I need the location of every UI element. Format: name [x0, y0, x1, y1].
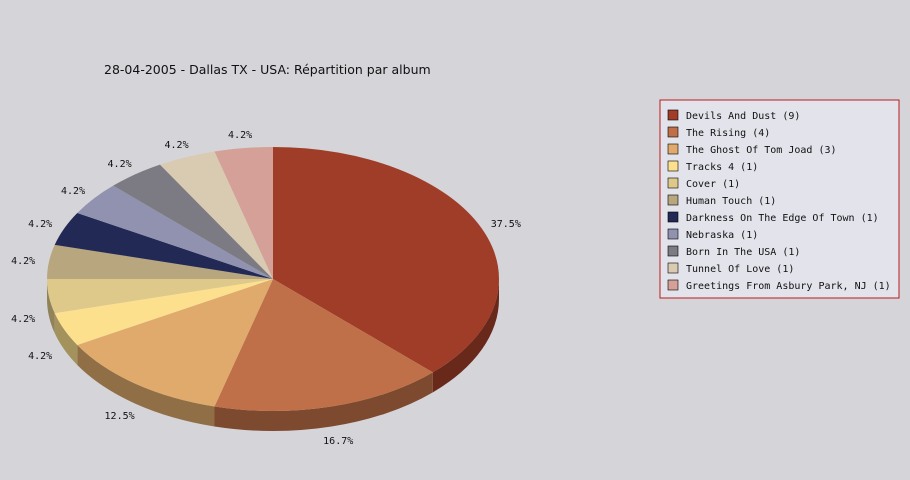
percent-label-the-ghost-of-tom-joad: 12.5%: [105, 411, 135, 422]
legend-label-human-touch: Human Touch (1): [686, 196, 776, 207]
slice-side-tracks-4: [54, 313, 78, 365]
legend-label-the-ghost-of-tom-joad: The Ghost Of Tom Joad (3): [686, 145, 837, 156]
legend-label-devils-and-dust: Devils And Dust (9): [686, 111, 800, 122]
legend-swatch-tracks-4: [667, 160, 679, 172]
slice-the-rising: [214, 279, 433, 411]
slice-side-cover: [47, 279, 55, 334]
percent-label-nebraska: 4.2%: [61, 186, 85, 197]
percent-label-human-touch: 4.2%: [11, 256, 35, 267]
legend-label-cover: Cover (1): [686, 179, 740, 190]
legend-label-the-rising: The Rising (4): [686, 128, 770, 139]
legend-swatch-darkness-on-the-edge-of-town: [667, 211, 679, 223]
percent-label-greetings-from-asbury-park-nj: 4.2%: [228, 130, 252, 141]
slice-tracks-4: [54, 279, 274, 345]
legend-swatch-human-touch: [667, 194, 679, 206]
percent-label-devils-and-dust: 37.5%: [491, 219, 521, 230]
legend-swatch-nebraska: [667, 228, 679, 240]
legend-label-greetings-from-asbury-park-nj: Greetings From Asbury Park, NJ (1): [686, 281, 891, 292]
pie-sides: [47, 279, 499, 431]
slice-the-ghost-of-tom-joad: [77, 279, 273, 407]
legend: Devils And Dust (9) The Rising (4) The Gho…: [659, 99, 900, 299]
percent-label-born-in-the-usa: 4.2%: [108, 159, 132, 170]
legend-box: [659, 99, 900, 299]
slice-greetings-from-asbury-park-nj: [214, 147, 273, 279]
legend-label-tunnel-of-love: Tunnel Of Love (1): [686, 264, 794, 275]
legend-swatch-cover: [667, 177, 679, 189]
slice-human-touch: [47, 244, 273, 279]
slice-cover: [47, 279, 273, 314]
slice-nebraska: [77, 185, 273, 279]
percent-label-cover: 4.2%: [11, 314, 35, 325]
legend-swatch-the-ghost-of-tom-joad: [667, 143, 679, 155]
chart-title: 28-04-2005 - Dallas TX - USA: Répartitio…: [104, 62, 431, 77]
percent-label-tunnel-of-love: 4.2%: [165, 140, 189, 151]
legend-swatch-greetings-from-asbury-park-nj: [667, 279, 679, 291]
slice-born-in-the-usa: [113, 164, 273, 279]
slice-side-the-rising: [214, 372, 433, 431]
slice-tunnel-of-love: [160, 151, 273, 279]
slice-side-devils-and-dust: [432, 279, 499, 393]
legend-label-born-in-the-usa: Born In The USA (1): [686, 247, 800, 258]
slice-devils-and-dust: [273, 147, 499, 373]
percent-label-tracks-4: 4.2%: [28, 351, 52, 362]
percent-label-darkness-on-the-edge-of-town: 4.2%: [28, 219, 52, 230]
legend-swatch-born-in-the-usa: [667, 245, 679, 257]
legend-label-darkness-on-the-edge-of-town: Darkness On The Edge Of Town (1): [686, 213, 879, 224]
legend-swatch-the-rising: [667, 126, 679, 138]
percent-labels: 37.5% 16.7% 12.5% 4.2% 4.2% 4.2% 4.2% 4.2% 4.2% 4…: [11, 130, 521, 447]
slice-side-the-ghost-of-tom-joad: [77, 345, 215, 427]
legend-label-nebraska: Nebraska (1): [686, 230, 758, 241]
legend-swatch-tunnel-of-love: [667, 262, 679, 274]
legend-label-tracks-4: Tracks 4 (1): [686, 162, 758, 173]
percent-label-the-rising: 16.7%: [323, 436, 353, 447]
legend-swatch-devils-and-dust: [667, 109, 679, 121]
slice-darkness-on-the-edge-of-town: [54, 213, 274, 279]
pie-slices: [47, 147, 499, 411]
